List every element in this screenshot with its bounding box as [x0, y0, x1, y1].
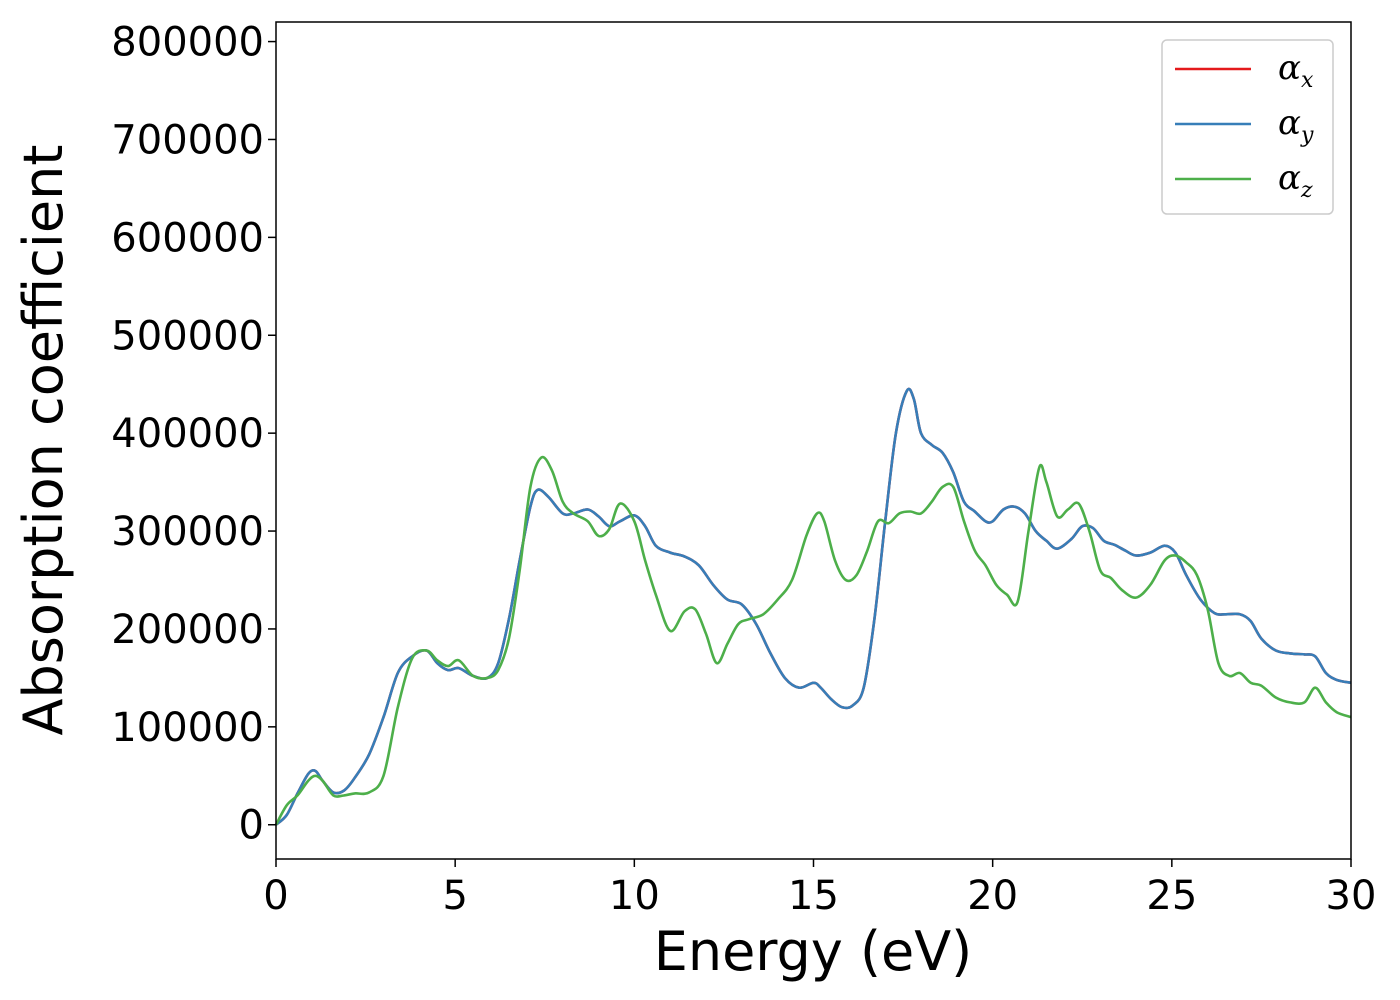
y-tick-label: 400000 — [111, 411, 264, 457]
legend: αx αy αz — [1161, 39, 1334, 215]
series-line-y — [275, 387, 1352, 826]
x-axis: 0 5 10 15 20 25 30 — [263, 859, 1376, 919]
x-tick-label: 15 — [788, 873, 839, 919]
x-tick-label: 25 — [1146, 873, 1197, 919]
legend-label-z: αz — [1278, 158, 1313, 203]
x-tick-label: 10 — [609, 873, 660, 919]
x-tick-label: 20 — [967, 873, 1018, 919]
series-layer — [274, 387, 1352, 826]
legend-label-x: αx — [1278, 48, 1314, 93]
y-tick-label: 500000 — [111, 313, 264, 359]
y-tick-label: 700000 — [111, 117, 264, 163]
y-tick-label: 100000 — [111, 705, 264, 751]
y-tick-label: 200000 — [111, 607, 264, 653]
series-line-z — [274, 455, 1352, 826]
legend-entries: αx αy αz — [1175, 48, 1314, 203]
y-axis-title: Absorption coefficient — [12, 145, 75, 736]
y-tick-label: 600000 — [111, 215, 264, 261]
y-axis: 0 100000 200000 300000 400000 500000 600000 700… — [111, 20, 276, 849]
legend-label-y: αy — [1278, 103, 1314, 148]
y-tick-label: 300000 — [111, 509, 264, 555]
x-tick-label: 0 — [263, 873, 288, 919]
y-tick-label: 800000 — [111, 20, 264, 66]
x-axis-title: Energy (eV) — [654, 920, 973, 983]
legend-box — [1161, 39, 1334, 215]
series-line-x — [275, 387, 1352, 826]
y-tick-label: 0 — [239, 803, 264, 849]
x-tick-label: 5 — [442, 873, 467, 919]
x-tick-label: 30 — [1326, 873, 1377, 919]
